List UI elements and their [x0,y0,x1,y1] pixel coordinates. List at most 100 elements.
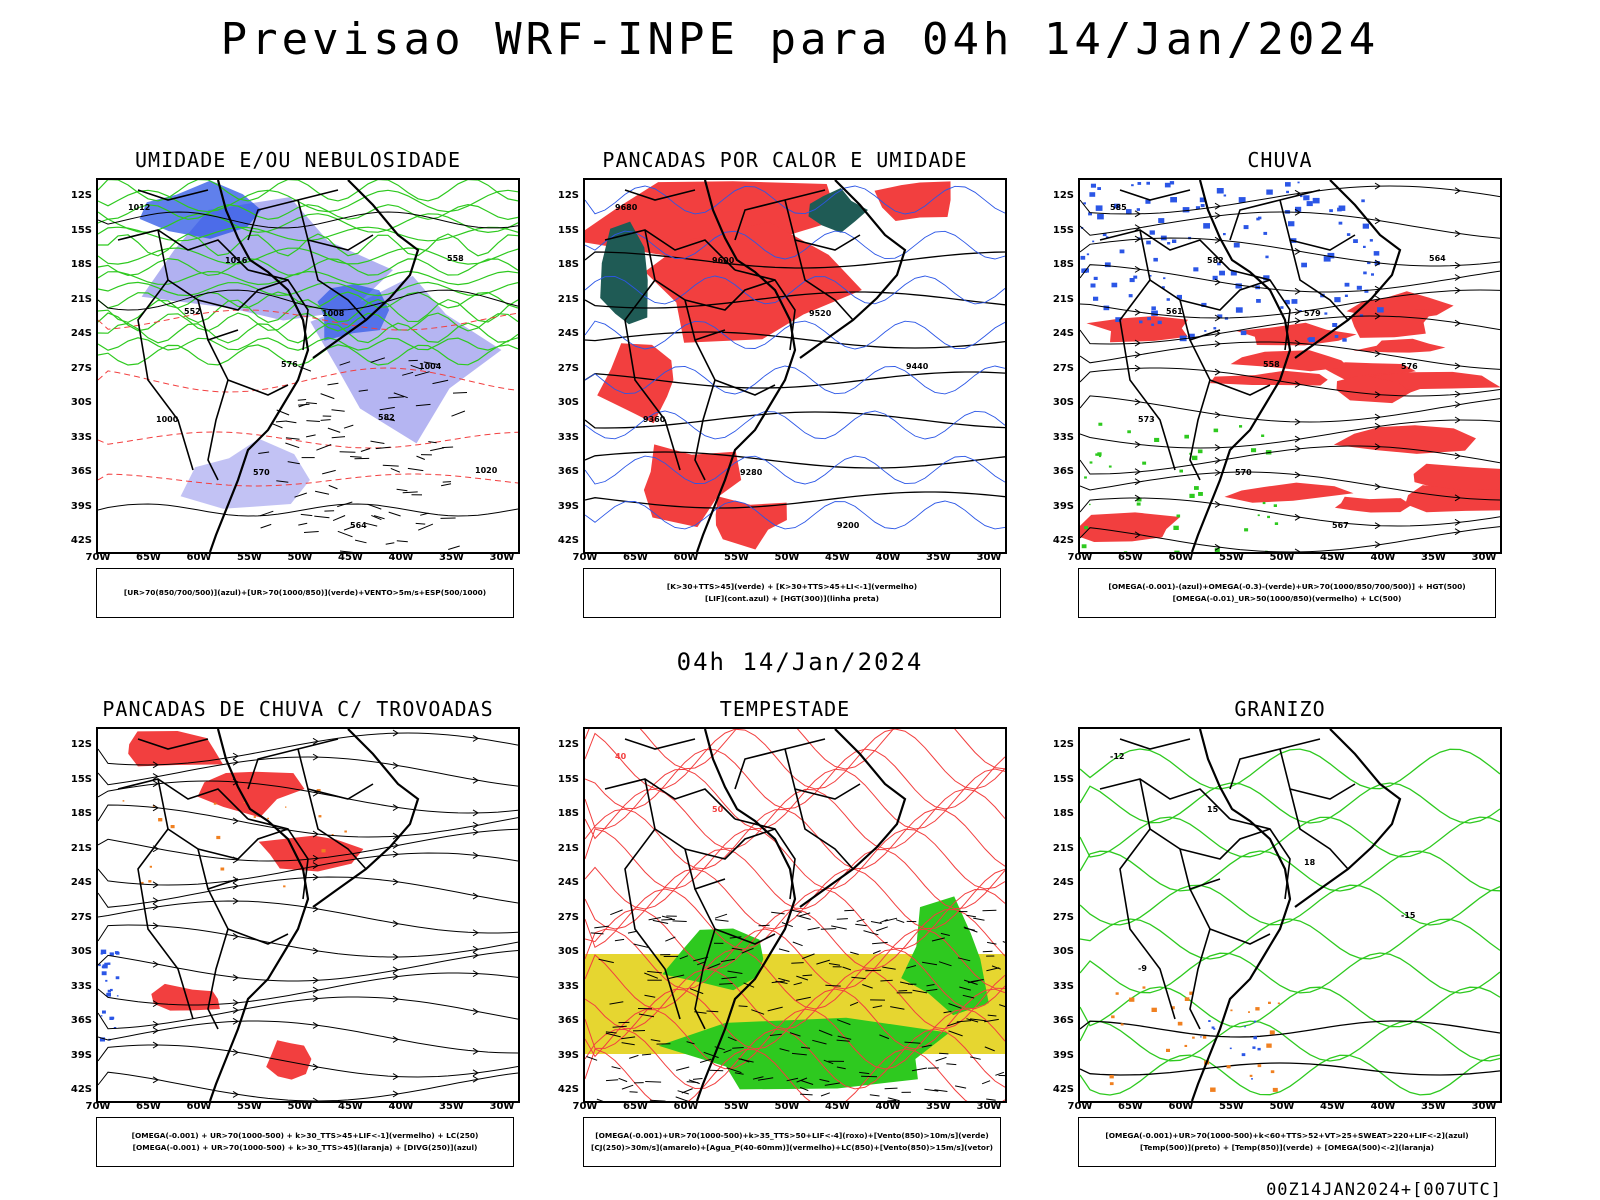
omega-speck [1133,275,1138,279]
state-border [1189,888,1271,945]
lon-tick-label: 65W [136,1101,161,1112]
omega-speck [1373,251,1380,256]
state-border [1179,279,1271,311]
coastline [1190,180,1292,552]
wind850-vector [922,961,938,966]
omega-speck [1157,320,1162,325]
state-border [794,788,854,870]
streamline-arrow [152,1041,159,1049]
streamline-arrow [1214,202,1221,210]
precipitable-water-contour [585,748,1005,810]
omega500-speck [1184,997,1190,1001]
state-border [1279,748,1356,800]
wind850-vector [703,1051,719,1059]
lon-tick-label: 30W [1471,552,1497,563]
streamline-arrow [232,897,239,905]
omega-speck [1223,194,1227,197]
omega-speck [1323,256,1331,262]
wind850-vector [991,965,1001,970]
omega-speck [1256,217,1260,221]
streamline-arrow [1134,364,1141,372]
omega-strong-speck [1267,515,1270,519]
wind850-vector [731,947,743,951]
omega-speck [1105,236,1109,239]
streamline-arrow [392,850,399,858]
wind850-vector [618,1077,628,1083]
lon-tick-label: 50W [287,1101,313,1112]
omega-speck [1263,275,1270,281]
streamline-arrow [152,960,159,968]
wind850-vector [792,941,803,947]
lon-tick-label: 35W [1421,552,1446,563]
omega-speck [1286,190,1289,194]
wind850-vector [661,918,675,921]
wind850-vector [898,990,908,992]
omega500-speck [1111,1015,1115,1019]
map-frame: 40 50 [583,727,1007,1103]
wind-vector [272,423,283,429]
lat-tick-label: 42S [557,1084,579,1095]
omega-strong-speck [1214,548,1220,552]
contour-label: 579 [1304,309,1321,318]
map-frame: 585 582 579 576 573 570 567 564 561 558 [1078,178,1502,554]
lat-tick-label: 12S [557,190,579,201]
state-border [1229,818,1291,900]
lon-tick-label: 50W [774,552,800,563]
streamline-arrow [392,832,399,840]
state-border [247,189,339,241]
lon-tick-label: 60W [673,552,699,563]
panel-legend: [OMEGA(-0.001)+UR>70(1000-500)+k>35_TTS>… [583,1117,1001,1167]
streamline-arrow [312,1097,319,1101]
humidity-contour-low [98,247,518,265]
lon-tick-label: 35W [926,552,951,563]
omega-speck [1126,209,1132,214]
wind850-vector [605,1032,621,1038]
map-svg: 9680 9600 9520 9440 9360 9280 9200 [585,180,1005,552]
omega500-speck [1109,1082,1114,1086]
wind850-vector [825,984,841,987]
streamline-arrow [312,1063,319,1071]
streamline-arrow [1374,541,1381,549]
state-border [604,229,736,271]
omega-speck [1288,221,1295,227]
wind-vector [343,525,356,531]
wind850-vector [641,1053,652,1056]
contour-label: -9 [1138,964,1147,973]
lon-tick-label: 45W [338,1101,363,1112]
wind850-vector [802,953,815,960]
omega-speck [1111,282,1118,288]
wind-vector [441,483,452,487]
humidity-contour-low [98,203,518,221]
omega-speck [1151,310,1158,316]
omega-speck [1240,330,1247,336]
convection-speck [318,815,322,818]
omega500-speck [1129,997,1135,1002]
streamline-arrow [1454,416,1461,424]
lon-tick-label: 50W [1269,552,1295,563]
thunderstorm-area [197,771,305,818]
wind850-vector [880,979,893,982]
wind850-vector [934,1089,948,1092]
streamline-arrow [1294,287,1301,295]
state-border [684,828,776,860]
divergence-speck [104,962,108,966]
wind850-vector [882,966,896,970]
lat-tick-label: 30S [1052,946,1074,957]
map-content [98,729,518,1101]
wind-vector [451,410,466,417]
wind850-vector [612,1025,627,1028]
contour-label: 552 [184,307,201,316]
state-border [1189,928,1211,1030]
wind-vector [414,371,430,377]
streamline-arrow [1134,441,1141,448]
streamline-arrow [472,945,479,953]
streamline-arrow [1214,501,1221,508]
map-content: 585 582 579 576 573 570 567 564 561 558 [1080,180,1500,552]
streamline-arrow [472,892,479,900]
streamline-arrow [152,804,159,812]
omega-speck [1233,242,1240,248]
divergence-speck [100,1015,103,1017]
omega-speck [1131,184,1134,187]
omega-speck [1280,306,1284,309]
wind850-vector [723,1049,732,1054]
